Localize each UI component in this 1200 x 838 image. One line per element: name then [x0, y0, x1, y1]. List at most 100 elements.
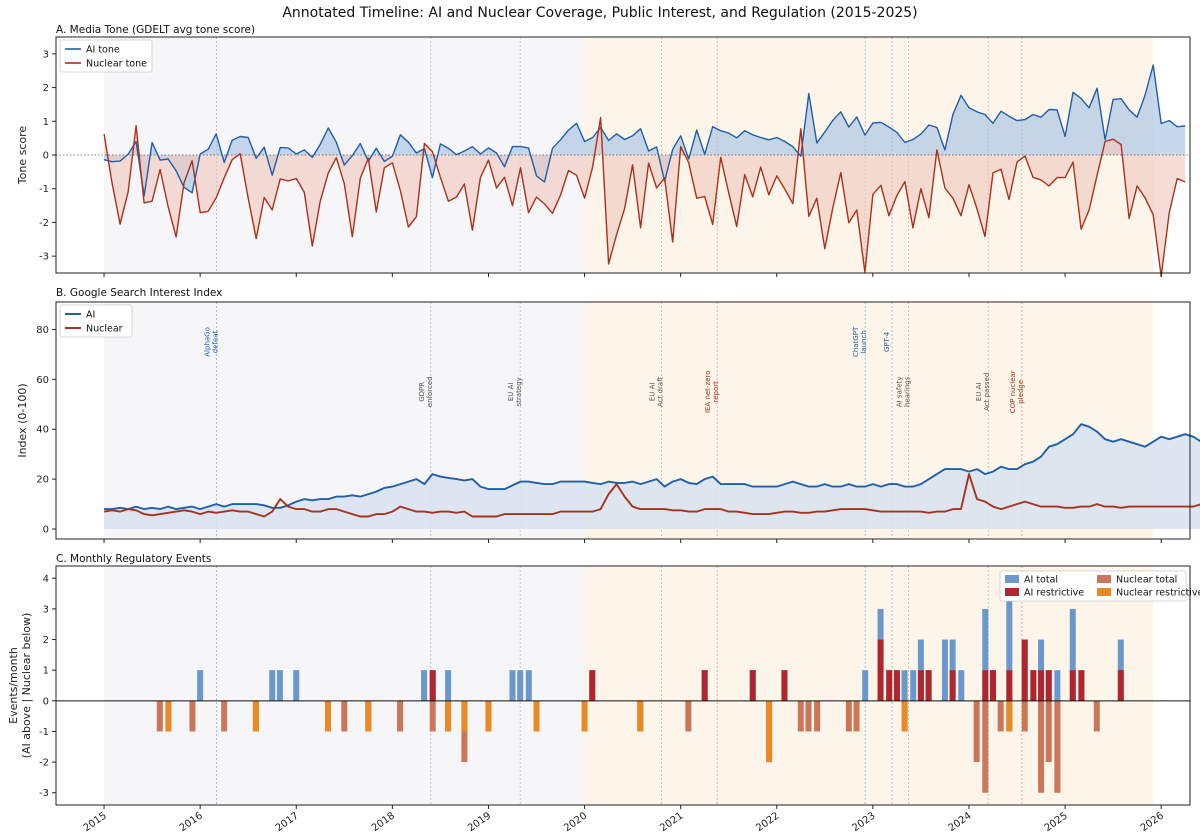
bar-ai-restrictive — [1038, 670, 1045, 701]
x-tick-label: 2023 — [850, 810, 877, 834]
y-tick-label: -2 — [39, 758, 49, 769]
event-label-line: GDPR — [418, 382, 426, 402]
bar-ai-total — [197, 670, 204, 701]
bar-ai-total — [525, 670, 532, 701]
bar-ai-restrictive — [917, 670, 924, 701]
bar-nuclear-restrictive — [461, 700, 468, 732]
y-tick-label: 20 — [36, 475, 49, 486]
event-label-line: report — [712, 381, 720, 403]
legend-box — [999, 570, 1187, 602]
panel-b-title: B. Google Search Interest Index — [56, 287, 222, 299]
bar-ai-restrictive — [925, 670, 932, 701]
legend-label: Nuclear — [86, 324, 123, 335]
y-axis-label-line: Events/month — [7, 647, 20, 724]
legend-label: Nuclear restrictive — [1116, 588, 1200, 599]
y-axis-label: Index (0-100) — [16, 383, 29, 457]
event-label-line: COP nuclear — [1009, 370, 1017, 413]
bar-ai-restrictive — [749, 670, 756, 701]
y-tick-label: -3 — [39, 788, 49, 799]
x-tick-label: 2022 — [754, 810, 781, 834]
bar-nuclear-restrictive — [1006, 700, 1013, 732]
bar-ai-total — [917, 639, 924, 701]
bar-nuclear-restrictive — [766, 700, 773, 763]
y-tick-label: -2 — [39, 218, 49, 229]
panel-border — [55, 301, 1191, 540]
bar-ai-restrictive — [429, 670, 436, 701]
x-tick-label: 2017 — [274, 810, 301, 834]
x-tick-label: 2021 — [658, 810, 685, 834]
bar-ai-total — [862, 670, 869, 701]
bar-ai-restrictive — [1117, 670, 1124, 701]
event-label-line: Act draft — [656, 376, 664, 406]
legend-label: AI tone — [86, 45, 120, 56]
panel-c-regulatory-events: -3 -2 -1 0 1 2 3 4 Events/month(AI above | Nucle… — [7, 565, 1200, 806]
legend-swatch — [1005, 575, 1019, 583]
bar-nuclear-restrictive — [445, 700, 452, 732]
event-label-line: IEA net-zero — [704, 371, 712, 414]
legend-label: AI total — [1024, 575, 1058, 586]
bar-nuclear-restrictive — [637, 700, 644, 732]
tone-line-nuclear — [103, 116, 1186, 278]
event-label-6: GPT-4 — [883, 331, 891, 352]
y-tick-label: 2 — [43, 83, 49, 94]
bar-nuclear-restrictive — [165, 700, 172, 732]
event-label-5: ChatGPTlaunch — [852, 326, 868, 357]
search-line-nuclear — [103, 473, 1200, 518]
bar-ai-restrictive — [886, 670, 893, 701]
y-tick-label: 3 — [43, 604, 49, 615]
figure-title: Annotated Timeline: AI and Nuclear Cover… — [282, 5, 917, 21]
bar-ai-total — [1006, 578, 1013, 701]
event-label-line: EU AI — [975, 382, 983, 401]
panel-c-title: C. Monthly Regulatory Events — [56, 553, 211, 565]
era-band-early — [104, 566, 585, 805]
y-tick-label: 0 — [43, 696, 49, 707]
y-axis-label: Events/month(AI above | Nuclear below) — [7, 613, 33, 759]
bar-ai-total — [1117, 639, 1124, 701]
tone-area-ai — [104, 65, 1186, 197]
bar-ai-total — [1069, 608, 1076, 701]
bar-nuclear-restrictive — [365, 700, 372, 732]
bar-ai-restrictive — [982, 670, 989, 701]
bar-ai-restrictive — [1069, 670, 1076, 701]
y-tick-label: 2 — [43, 635, 49, 646]
y-tick-label: 40 — [36, 425, 49, 436]
bar-ai-total — [958, 670, 965, 701]
x-tick-label: 2025 — [1043, 810, 1070, 834]
bar-nuclear-total — [1021, 700, 1028, 732]
x-tick-label: 2026 — [1139, 810, 1166, 834]
event-label-2: EU AIstrategy — [507, 377, 523, 406]
bar-nuclear-restrictive — [581, 700, 588, 732]
bar-nuclear-restrictive — [901, 700, 908, 732]
bar-nuclear-restrictive — [485, 700, 492, 732]
bar-nuclear-total — [1038, 700, 1045, 793]
event-label-9: COP nuclearpledge — [1009, 370, 1025, 413]
event-label-line: enforced — [426, 376, 434, 407]
y-tick-label: -1 — [39, 727, 49, 738]
bar-ai-total — [1054, 670, 1061, 701]
bar-nuclear-total — [814, 700, 821, 732]
bar-ai-restrictive — [877, 639, 884, 701]
bar-ai-restrictive — [949, 670, 956, 701]
bar-ai-restrictive — [1021, 639, 1028, 701]
bar-nuclear-total — [1093, 700, 1100, 732]
bar-nuclear-restrictive — [252, 700, 259, 732]
y-tick-label: 60 — [36, 375, 49, 386]
panel-border — [55, 36, 1191, 274]
event-label-line: Act passed — [983, 373, 991, 411]
event-label-line: AI safety — [895, 376, 903, 407]
search-area-ai — [104, 424, 1200, 530]
bar-ai-total — [509, 670, 516, 701]
event-label-1: GDPRenforced — [418, 376, 434, 407]
bar-nuclear-total — [853, 700, 860, 732]
x-tick-label: 2018 — [370, 810, 397, 834]
bar-ai-restrictive — [781, 670, 788, 701]
y-tick-label: 0 — [43, 151, 49, 162]
event-label-line: pledge — [1017, 380, 1025, 404]
y-axis-label-line: (AI above | Nuclear below) — [20, 613, 33, 759]
bar-ai-restrictive — [1045, 670, 1052, 701]
y-axis-label: Tone score — [16, 126, 29, 186]
bar-ai-total — [269, 670, 276, 701]
bar-nuclear-total — [982, 700, 989, 793]
search-line-ai — [104, 423, 1200, 511]
panel-a-media-tone: -3 -2 -1 0 1 2 3 Tone score AI tone Nuclear tone — [16, 36, 1191, 278]
